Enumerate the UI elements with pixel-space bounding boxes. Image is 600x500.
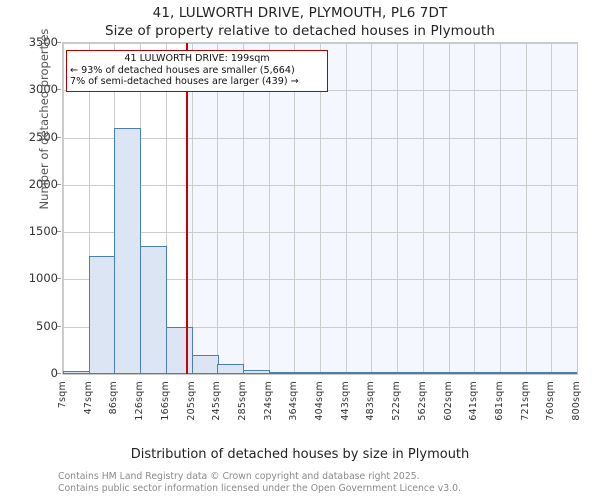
y-axis-ticks: 0 500 1000 1500 2000 2500 3000 3500 xyxy=(0,0,61,500)
gridline-vertical xyxy=(371,43,372,374)
histogram-bar xyxy=(526,372,553,374)
gridline-vertical xyxy=(243,43,244,374)
y-tick-label: 2000 xyxy=(28,176,58,191)
gridline-vertical xyxy=(63,43,64,374)
gridline-vertical xyxy=(320,43,321,374)
x-tick-label: 364sqm xyxy=(288,381,300,421)
gridline-vertical xyxy=(474,43,475,374)
histogram-bar xyxy=(500,372,527,374)
histogram-bar xyxy=(294,372,321,374)
gridline-vertical xyxy=(500,43,501,374)
x-axis-label: Distribution of detached houses by size … xyxy=(130,447,470,462)
y-tick-label: 1000 xyxy=(28,271,58,286)
x-tick-label: 681sqm xyxy=(493,381,505,421)
gridline-vertical xyxy=(577,43,578,374)
histogram-bar xyxy=(166,327,193,374)
footer-line-1: Contains HM Land Registry data © Crown c… xyxy=(58,471,420,482)
x-tick-label: 602sqm xyxy=(442,381,454,421)
gridline-horizontal xyxy=(63,232,577,233)
footer-attribution: Contains HM Land Registry data © Crown c… xyxy=(58,471,598,496)
y-tick-mark xyxy=(57,137,61,138)
page-subtitle: Size of property relative to detached ho… xyxy=(105,23,495,39)
gridline-vertical xyxy=(217,43,218,374)
gridline-vertical xyxy=(551,43,552,374)
histogram-bar xyxy=(371,372,398,374)
chart-plot-area xyxy=(62,42,578,375)
gridline-horizontal xyxy=(63,279,577,280)
histogram-bar xyxy=(63,371,90,374)
annotation-line-2: ← 93% of detached houses are smaller (5,… xyxy=(70,64,295,76)
histogram-bar xyxy=(320,372,347,374)
y-tick-label: 3000 xyxy=(28,82,58,97)
property-annotation-box: 41 LULWORTH DRIVE: 199sqm ← 93% of detac… xyxy=(66,50,328,93)
x-tick-label: 205sqm xyxy=(185,381,197,421)
gridline-horizontal xyxy=(63,185,577,186)
histogram-bar xyxy=(449,372,476,374)
histogram-bar xyxy=(114,128,141,374)
gridline-vertical xyxy=(192,43,193,374)
x-tick-label: 324sqm xyxy=(262,381,274,421)
histogram-bar xyxy=(551,372,577,374)
x-tick-label: 245sqm xyxy=(211,381,223,421)
histogram-bar xyxy=(89,256,116,374)
y-tick-mark xyxy=(57,231,61,232)
x-tick-label: 404sqm xyxy=(314,381,325,421)
x-tick-label: 760sqm xyxy=(545,381,557,421)
gridline-horizontal xyxy=(63,374,577,375)
gridline-vertical xyxy=(526,43,527,374)
larger-properties-shaded-region xyxy=(187,43,577,374)
y-tick-mark xyxy=(57,373,61,374)
gridline-vertical xyxy=(449,43,450,374)
gridline-vertical xyxy=(166,43,167,374)
y-tick-label: 2500 xyxy=(28,129,58,144)
footer-line-2: Contains public sector information licen… xyxy=(58,483,461,495)
x-tick-label: 443sqm xyxy=(339,381,351,421)
gridline-vertical xyxy=(294,43,295,374)
histogram-bar xyxy=(243,369,270,374)
y-axis-label: Number of detached properties xyxy=(37,28,51,210)
histogram-bar xyxy=(346,372,373,374)
annotation-line-3: 7% of semi-detached houses are larger (4… xyxy=(70,76,299,88)
annotation-line-1: 41 LULWORTH DRIVE: 199sqm xyxy=(124,53,270,64)
x-tick-label: 641sqm xyxy=(468,381,480,421)
y-tick-label: 500 xyxy=(36,318,58,333)
property-marker-line xyxy=(186,43,189,374)
histogram-bar xyxy=(192,354,219,374)
y-tick-label: 1500 xyxy=(28,224,58,239)
x-tick-label: 86sqm xyxy=(108,381,120,415)
x-tick-label: 800sqm xyxy=(571,381,582,421)
y-tick-mark xyxy=(57,278,61,279)
x-tick-label: 562sqm xyxy=(416,381,428,421)
x-tick-label: 126sqm xyxy=(134,381,146,421)
gridline-vertical xyxy=(423,43,424,374)
x-tick-label: 166sqm xyxy=(159,381,171,421)
x-tick-label: 522sqm xyxy=(391,381,403,421)
y-tick-mark xyxy=(57,89,61,90)
x-tick-label: 721sqm xyxy=(519,381,531,421)
page-title: 41, LULWORTH DRIVE, PLYMOUTH, PL6 7DT xyxy=(152,5,448,21)
gridline-vertical xyxy=(397,43,398,374)
gridline-horizontal xyxy=(63,138,577,139)
x-tick-label: 483sqm xyxy=(365,381,377,421)
gridline-vertical xyxy=(89,43,90,374)
y-tick-label: 3500 xyxy=(28,35,58,49)
histogram-bar xyxy=(217,364,244,374)
histogram-bar xyxy=(397,372,424,374)
gridline-vertical xyxy=(346,43,347,374)
x-tick-label: 285sqm xyxy=(236,381,248,421)
gridline-vertical xyxy=(269,43,270,374)
y-tick-mark xyxy=(57,326,61,327)
x-tick-label: 47sqm xyxy=(82,381,94,415)
gridline-horizontal xyxy=(63,43,577,44)
x-tick-label: 7sqm xyxy=(57,381,68,409)
gridline-horizontal xyxy=(63,327,577,328)
histogram-bar xyxy=(474,372,501,374)
histogram-bar xyxy=(140,245,167,374)
histogram-bar xyxy=(423,372,450,374)
y-tick-label: 0 xyxy=(50,366,58,380)
y-tick-mark xyxy=(57,184,61,185)
histogram-bar xyxy=(269,371,296,374)
y-tick-mark xyxy=(57,42,61,43)
